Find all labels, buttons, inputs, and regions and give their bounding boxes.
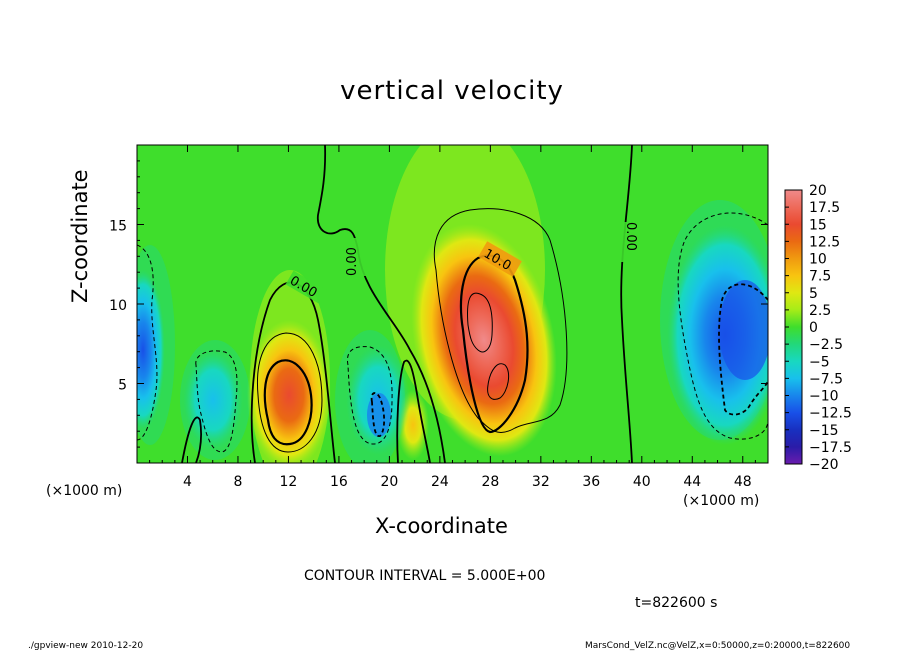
contour-interval-label: CONTOUR INTERVAL = 5.000E+00	[304, 568, 546, 584]
x-axis-label: X-coordinate	[375, 514, 508, 538]
colorbar-label: 7.5	[809, 269, 831, 285]
x-tick-label: 44	[683, 474, 701, 490]
y-tick-label: 10	[109, 298, 127, 314]
footer-program-date: ./gpview-new 2010-12-20	[28, 641, 144, 651]
colorbar-label: −17.5	[809, 440, 852, 456]
x-unit-label-left: (×1000 m)	[46, 483, 123, 499]
colorbar-label: −7.5	[809, 371, 843, 387]
x-tick-label: 48	[734, 474, 752, 490]
x-axis: 4 8 12 16 20 24 28 32 36 40 44 48	[149, 145, 756, 490]
footer-file-info: MarsCond_VelZ.nc@VelZ,x=0:50000,z=0:2000…	[585, 641, 851, 651]
colorbar-label: −15	[809, 423, 839, 439]
x-tick-label: 8	[233, 474, 242, 490]
x-tick-label: 36	[582, 474, 600, 490]
x-tick-label: 4	[183, 474, 192, 490]
colorbar-label: 10	[809, 252, 827, 268]
x-tick-label: 40	[633, 474, 651, 490]
downdraft-0	[137, 270, 165, 430]
x-tick-label: 32	[532, 474, 550, 490]
colorbar-label: 5	[809, 286, 818, 302]
x-tick-label: 12	[280, 474, 298, 490]
colorbar-label: 15	[809, 217, 827, 233]
x-tick-label: 20	[380, 474, 398, 490]
x-tick-label: 16	[330, 474, 348, 490]
downdraft-6	[183, 350, 243, 450]
colorbar-label: −10	[809, 389, 839, 405]
colorbar-label: −5	[809, 354, 830, 370]
y-axis: 5 10 15	[109, 160, 768, 448]
chart-title: vertical velocity	[340, 76, 564, 106]
downdraft-48	[667, 225, 768, 445]
y-axis-label: Z-coordinate	[68, 169, 92, 303]
colorbar-label: 2.5	[809, 303, 831, 319]
x-tick-label: 24	[431, 474, 449, 490]
colorbar-label: 17.5	[809, 200, 840, 216]
y-tick-label: 5	[118, 378, 127, 394]
contour-label-1: 0.00	[345, 247, 360, 276]
x-unit-label-right: (×1000 m)	[683, 493, 760, 509]
y-tick-label: 15	[109, 219, 127, 235]
colorbar-label: −12.5	[809, 406, 852, 422]
contour-label-3: 0.00	[623, 222, 638, 251]
updraft-12	[247, 320, 331, 463]
time-label: t=822600 s	[635, 595, 718, 611]
colorbar-label: 0	[809, 320, 818, 336]
heatmap-field: 0.00 0.00 10.0 0.00	[137, 145, 768, 463]
colorbar-label: 12.5	[809, 234, 840, 250]
colorbar-label: −2.5	[809, 337, 843, 353]
x-tick-label: 28	[481, 474, 499, 490]
colorbar-label: 20	[809, 183, 827, 199]
colorbar-label: −20	[809, 457, 839, 473]
